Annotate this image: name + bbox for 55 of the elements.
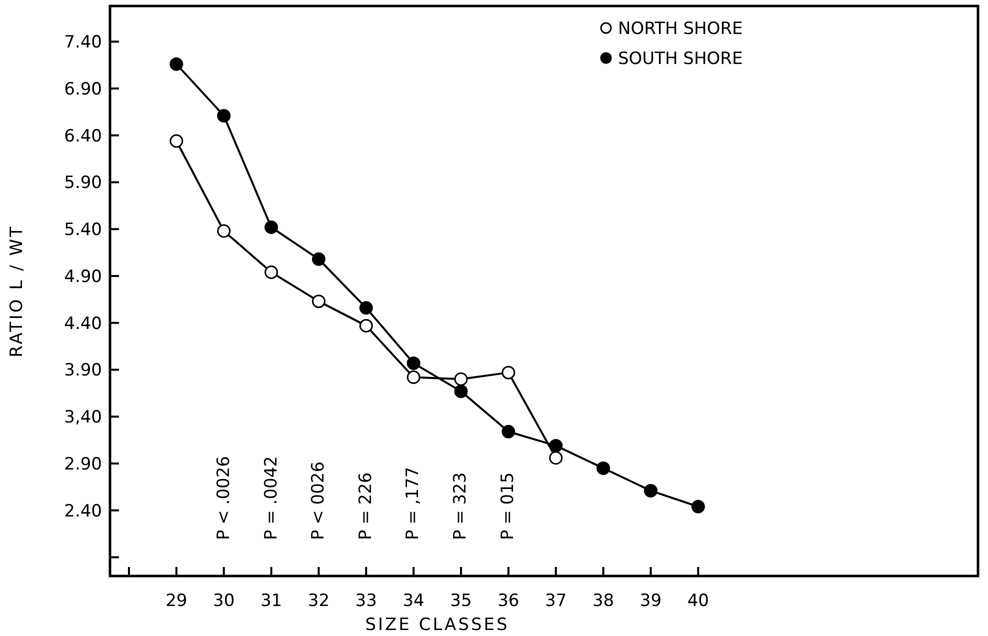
annotation: P = 226 <box>356 472 376 540</box>
y-tick-label: 3.90 <box>64 360 102 381</box>
point <box>454 372 468 386</box>
point <box>406 356 420 370</box>
x-tick-label: 32 <box>308 591 330 611</box>
point <box>596 461 610 475</box>
point <box>170 57 184 71</box>
annotation: P = .0042 <box>261 456 282 540</box>
point <box>264 266 278 279</box>
point <box>359 318 373 332</box>
x-tick-label: 30 <box>213 591 235 611</box>
y-tick-label: 4.40 <box>64 314 102 334</box>
point <box>312 252 326 266</box>
x-tick-label: 37 <box>545 591 567 611</box>
point <box>406 370 420 384</box>
y-axis-title: RATIO L / WT <box>7 224 27 358</box>
point <box>170 134 184 148</box>
annotation: P = 323 <box>450 472 470 540</box>
y-tick-label: 6.90 <box>64 79 102 100</box>
annotation: P = 015 <box>498 472 518 540</box>
point <box>217 108 231 122</box>
point <box>502 424 516 438</box>
x-tick-label: 35 <box>450 591 472 611</box>
annotation: P < .0026 <box>214 456 234 540</box>
x-tick-label: 39 <box>640 591 662 611</box>
x-tick-label: 29 <box>166 591 188 611</box>
x-tick-label: 40 <box>687 591 709 611</box>
point <box>312 294 326 308</box>
point <box>359 301 373 315</box>
x-tick-label: 38 <box>592 591 614 611</box>
annotation: P < 0026 <box>308 461 329 540</box>
x-axis-title: SIZE CLASSES <box>365 615 510 635</box>
y-tick-label: 5.90 <box>64 173 102 194</box>
point <box>502 366 516 380</box>
y-tick-label: 5.40 <box>64 220 102 240</box>
x-tick-label: 31 <box>260 591 282 611</box>
point <box>644 484 658 498</box>
point <box>454 384 468 398</box>
point <box>264 220 278 234</box>
y-tick-label: 2.40 <box>64 501 102 522</box>
x-tick-label: 34 <box>402 591 424 611</box>
y-tick-label: 2.90 <box>64 454 102 474</box>
annotation: P = ,177 <box>403 466 424 540</box>
point <box>549 451 563 465</box>
x-tick-label: 33 <box>355 591 377 611</box>
point <box>549 438 563 452</box>
legend-label: SOUTH SHORE <box>618 48 743 69</box>
y-tick-label: 7.40 <box>64 32 102 53</box>
point <box>691 500 705 514</box>
y-tick-label: 3,40 <box>64 408 102 428</box>
point <box>217 224 231 238</box>
y-tick-label: 6.40 <box>64 126 102 146</box>
y-tick-label: 4.90 <box>64 266 102 287</box>
legend-label: NORTH SHORE <box>618 18 743 39</box>
x-tick-label: 36 <box>498 591 520 611</box>
